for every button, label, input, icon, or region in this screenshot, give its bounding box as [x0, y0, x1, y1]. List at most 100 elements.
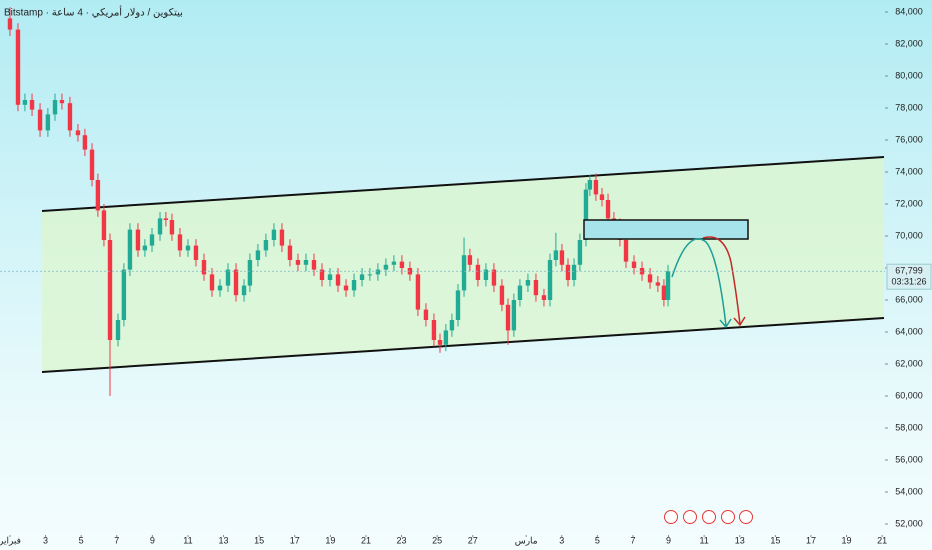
candle-body — [22, 100, 28, 105]
candle-body — [665, 271, 671, 300]
candle-body — [565, 264, 571, 280]
event-icon[interactable] — [664, 510, 678, 524]
candle-body — [303, 260, 309, 265]
x-tick-label: 17 — [290, 535, 300, 545]
projection-arrow — [671, 238, 727, 327]
y-tick-label: 72,000 — [895, 198, 923, 208]
channel-upper — [41, 156, 885, 212]
candle-body — [177, 234, 183, 251]
x-tick-label: 13 — [219, 535, 229, 545]
candle-body — [7, 18, 13, 30]
candle-body — [605, 200, 611, 219]
candle-body — [271, 229, 277, 240]
y-tick-label: 56,000 — [895, 454, 923, 464]
candle-body — [475, 264, 481, 280]
x-tick-label: 21 — [361, 535, 371, 545]
x-tick-label: 27 — [468, 535, 478, 545]
candle-body — [647, 274, 653, 283]
x-tick-label: مارس — [515, 535, 538, 546]
countdown: 03:31:26 — [891, 277, 926, 287]
candle-body — [52, 100, 58, 115]
last-price: 67,799 — [895, 266, 923, 276]
candle-body — [399, 261, 405, 268]
candle-body — [661, 285, 667, 300]
event-icon[interactable] — [739, 510, 753, 524]
arrow-head — [719, 318, 732, 329]
y-tick-label: 80,000 — [895, 70, 923, 80]
candle-body — [359, 274, 365, 280]
y-tick-label: 54,000 — [895, 486, 923, 496]
candle-body — [517, 285, 523, 300]
candle-body — [343, 285, 349, 291]
candle-body — [169, 220, 175, 235]
x-tick-label: 3 — [43, 535, 48, 545]
candle-body — [75, 130, 81, 136]
candle-body — [455, 290, 461, 320]
y-tick-label: 70,000 — [895, 230, 923, 240]
candle-body — [367, 274, 373, 276]
channel-lower — [41, 317, 885, 373]
candle-body — [431, 320, 437, 340]
candle-body — [37, 109, 43, 131]
candle-body — [449, 320, 455, 331]
y-tick-label: 62,000 — [895, 358, 923, 368]
candle-body — [461, 255, 467, 291]
candle-body — [67, 103, 73, 131]
candle-body — [95, 180, 101, 211]
y-tick-label: 66,000 — [895, 294, 923, 304]
candle-body — [295, 260, 301, 265]
x-tick-label: 5 — [595, 535, 600, 545]
candle-body — [391, 261, 397, 265]
y-tick-label: 64,000 — [895, 326, 923, 336]
x-tick-label: 9 — [150, 535, 155, 545]
projection-arrow — [702, 236, 741, 325]
candle-body — [135, 229, 141, 251]
y-tick-label: 74,000 — [895, 166, 923, 176]
candle-body — [423, 309, 429, 320]
candle-body — [185, 245, 191, 251]
x-tick-label: 23 — [397, 535, 407, 545]
candle-body — [163, 218, 169, 220]
candle-body — [247, 260, 253, 286]
x-tick-label: 19 — [842, 535, 852, 545]
candle-body — [209, 274, 215, 291]
x-tick-label: 7 — [630, 535, 635, 545]
y-tick-label: 84,000 — [895, 6, 923, 16]
candle-body — [255, 250, 261, 260]
candle-body — [483, 269, 489, 280]
x-tick-label: 17 — [806, 535, 816, 545]
x-tick-label: 19 — [325, 535, 335, 545]
candle-body — [415, 274, 421, 310]
candle-body — [525, 280, 531, 286]
candle-body — [15, 29, 21, 105]
candle-body — [121, 269, 127, 320]
x-tick-label: فبراير — [0, 535, 21, 546]
candle-body — [115, 320, 121, 340]
event-icon[interactable] — [702, 510, 716, 524]
candle-body — [107, 240, 113, 340]
candle-body — [225, 269, 231, 286]
candle-body — [233, 269, 239, 296]
candle-body — [287, 245, 293, 260]
candle-body — [593, 180, 599, 195]
candle-body — [351, 280, 357, 291]
candle-body — [553, 250, 559, 260]
candle-body — [587, 180, 593, 190]
x-tick-label: 7 — [114, 535, 119, 545]
candle-body — [45, 114, 51, 131]
x-tick-label: 25 — [432, 535, 442, 545]
candle-body — [467, 255, 473, 265]
event-icon[interactable] — [683, 510, 697, 524]
y-tick-label: 82,000 — [895, 38, 923, 48]
candle-body — [149, 234, 155, 246]
candle-body — [437, 340, 443, 345]
y-tick-label: 52,000 — [895, 518, 923, 528]
candle-body — [101, 210, 107, 240]
x-tick-label: 15 — [254, 535, 264, 545]
candle-body — [541, 295, 547, 300]
x-tick-label: 21 — [877, 535, 887, 545]
event-icon[interactable] — [721, 510, 735, 524]
event-icons — [664, 510, 753, 524]
y-tick-label: 78,000 — [895, 102, 923, 112]
